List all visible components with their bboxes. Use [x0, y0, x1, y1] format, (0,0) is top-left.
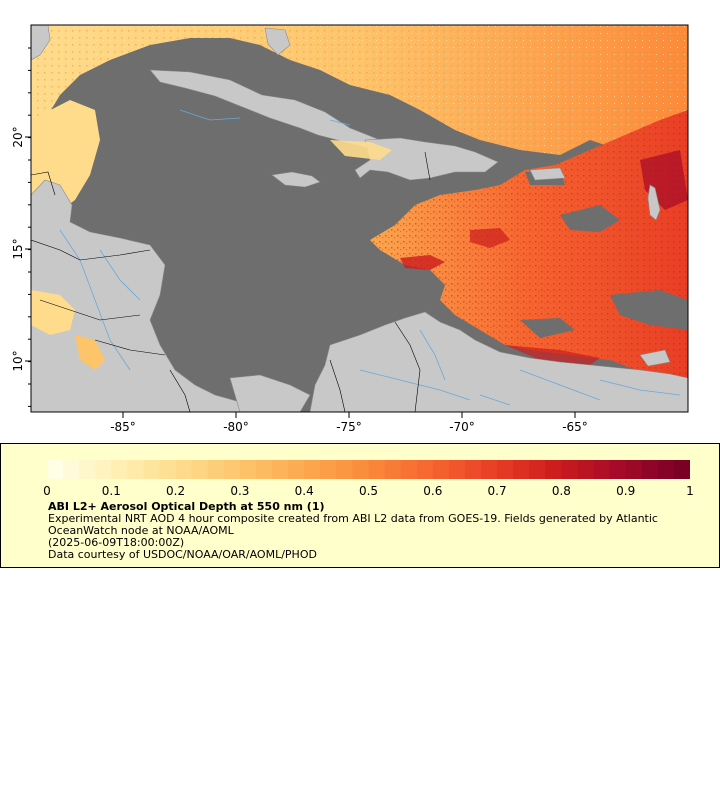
aod-hotspot-4	[505, 345, 600, 365]
colorbar-segment	[239, 460, 257, 479]
colorbar-segment	[464, 460, 482, 479]
nodata-gap-1	[560, 205, 620, 232]
colorbar-segment	[609, 460, 627, 479]
legend-description-line-1: Experimental NRT AOD 4 hour composite cr…	[48, 512, 658, 525]
colorbar-segment	[657, 460, 675, 479]
colorbar-segment	[352, 460, 369, 479]
colorbar-segment	[255, 460, 273, 479]
colorbar-tick-label: 0.8	[551, 484, 571, 498]
colorbar-segment	[513, 460, 530, 479]
colorbar-segment	[416, 460, 434, 479]
colorbar-segment	[320, 460, 337, 479]
colorbar-tick-label: 0.4	[294, 484, 314, 498]
colorbar-segment	[545, 460, 562, 479]
lon-tick-label: -70°	[449, 420, 475, 434]
colorbar-segment	[432, 460, 450, 479]
colorbar-tick-label: 0.6	[423, 484, 443, 498]
plot-frame	[30, 24, 689, 413]
colorbar-segment	[159, 460, 177, 479]
land-lesser-antilles	[647, 184, 661, 221]
legend-panel: 0 0.1 0.2 0.3 0.4 0.5 0.6 0.7 0.8 0.9 1 ABI L2+ Ae…	[0, 443, 720, 568]
lon-tick-label: -75°	[336, 420, 362, 434]
colorbar-segment	[641, 460, 659, 479]
land-jamaica	[271, 171, 321, 188]
map-panel: -85° -80° -75° -70° -65° 20° 15° 10°	[11, 24, 689, 434]
aod-field-nicaragua-coast	[75, 335, 105, 370]
aod-field-cuba-west	[330, 140, 392, 160]
colorbar-segment	[79, 460, 96, 479]
lon-tick-label: -65°	[562, 420, 588, 434]
colorbar-segment	[175, 460, 193, 479]
lat-tick-label: 20°	[11, 126, 25, 147]
colorbar-segment	[191, 460, 209, 479]
legend-timestamp: (2025-06-09T18:00:00Z)	[48, 536, 185, 549]
nodata-gap-2	[610, 290, 688, 330]
aod-field-north-speckle	[31, 25, 688, 155]
colorbar-tick-label: 0.2	[166, 484, 186, 498]
colorbar-segment	[529, 460, 546, 479]
colorbar-segment	[63, 460, 80, 479]
legend-description-line-2: OceanWatch node at NOAA/AOML	[48, 524, 234, 537]
land-trinidad	[639, 349, 671, 367]
latitude-axis: 20° 15° 10°	[11, 47, 31, 407]
colorbar-segment	[111, 460, 128, 479]
colorbar-segment	[143, 460, 161, 479]
aod-hotspot-1	[400, 255, 445, 270]
colorbar-tick-label: 0.9	[616, 484, 636, 498]
colorbar-segment	[47, 460, 64, 479]
colorbar-segment	[95, 460, 112, 479]
colorbar-segment	[448, 460, 466, 479]
land-bahamas	[264, 27, 291, 56]
country-boundaries	[31, 151, 431, 412]
colorbar-tick-label: 0.3	[230, 484, 250, 498]
aod-field-honduras	[31, 290, 75, 335]
colorbar-tick-label: 0	[43, 484, 51, 498]
colorbar-tick-label: 0.7	[487, 484, 507, 498]
legend-title: ABI L2+ Aerosol Optical Depth at 550 nm …	[48, 500, 325, 513]
colorbar-tick-label: 0.5	[358, 484, 379, 498]
colorbar-tick-label: 1	[686, 484, 694, 498]
colorbar-tick-label: 0.1	[101, 484, 121, 498]
lon-tick-label: -80°	[223, 420, 249, 434]
colorbar-segment	[127, 460, 144, 479]
land-puerto-rico	[529, 167, 566, 181]
colorbar-segment	[368, 460, 386, 479]
land-panama	[229, 374, 311, 412]
colorbar-segment	[336, 460, 353, 479]
colorbar-segment	[223, 460, 241, 479]
colorbar-segment	[384, 460, 402, 479]
colorbar-segment	[304, 460, 321, 479]
lat-tick-label: 15°	[11, 238, 25, 259]
longitude-axis: -85° -80° -75° -70° -65°	[110, 412, 588, 434]
aod-field-east-speckle	[370, 110, 688, 380]
colorbar-segment	[207, 460, 225, 479]
colorbar-segment	[625, 460, 643, 479]
lat-tick-label: 10°	[11, 350, 25, 371]
colorbar-segment	[400, 460, 418, 479]
colorbar-segment	[272, 460, 289, 479]
aod-map: -85° -80° -75° -70° -65° 20° 15° 10°	[11, 24, 689, 434]
colorbar-segment	[577, 460, 595, 479]
aod-hotspot-2	[470, 228, 510, 248]
colorbar-segment	[561, 460, 578, 479]
rivers	[59, 109, 681, 406]
legend-text: ABI L2+ Aerosol Optical Depth at 550 nm …	[48, 501, 698, 561]
colorbar-segment	[497, 460, 514, 479]
legend-credit: Data courtesy of USDOC/NOAA/OAR/AOML/PHO…	[48, 548, 317, 561]
nodata-gap-3	[520, 318, 575, 338]
colorbar-segment	[593, 460, 611, 479]
colorbar-segment	[481, 460, 498, 479]
aod-colorbar	[47, 460, 690, 479]
lon-tick-label: -85°	[110, 420, 136, 434]
colorbar-segment	[673, 460, 690, 479]
colorbar-segment	[288, 460, 305, 479]
land-florida	[31, 25, 51, 61]
